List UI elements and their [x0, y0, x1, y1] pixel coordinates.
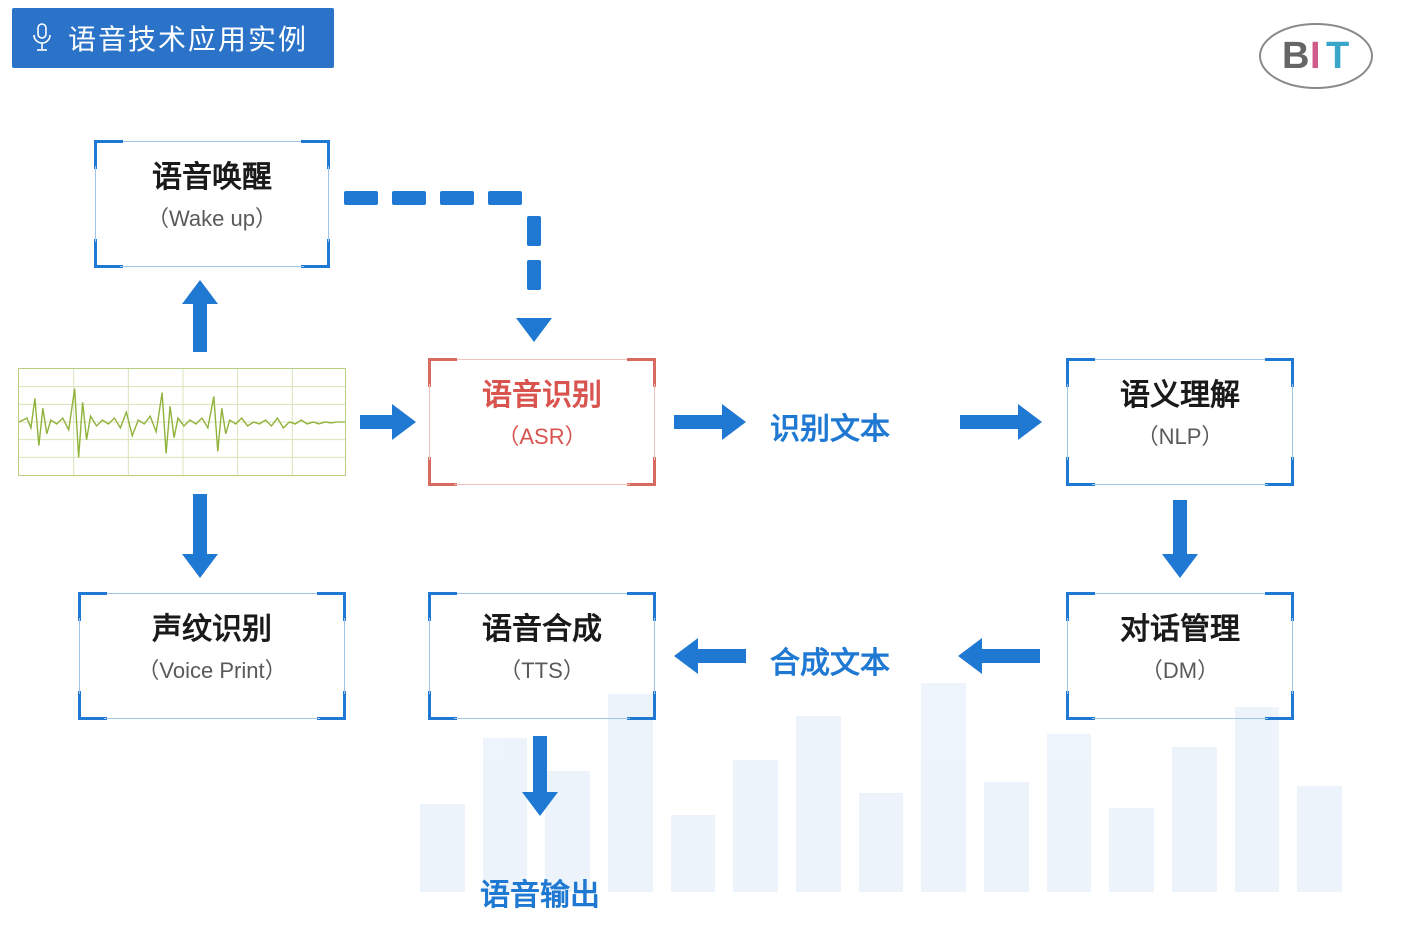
- node-tts: 语音合成 （TTS）: [428, 592, 656, 720]
- node-dm-title: 对话管理: [1090, 610, 1270, 649]
- label-recognized_text: 识别文本: [770, 404, 890, 448]
- node-tts-title: 语音合成: [452, 610, 632, 649]
- node-nlp-sub: （NLP）: [1090, 419, 1270, 451]
- arrow-wave_to_voiceprint: [182, 494, 218, 576]
- node-voiceprint-title: 声纹识别: [102, 610, 322, 649]
- node-voiceprint-sub: （Voice Print）: [102, 653, 322, 685]
- arrow-text_to_nlp: [960, 404, 1040, 440]
- arrow-wave_to_wakeup: [182, 282, 218, 352]
- svg-text:B: B: [1282, 35, 1309, 77]
- arrow-nlp_to_dm: [1162, 500, 1198, 576]
- page-title-badge: 语音技术应用实例: [12, 8, 334, 68]
- microphone-icon: [30, 23, 54, 53]
- bit-logo: B I T: [1256, 20, 1376, 92]
- node-tts-sub: （TTS）: [452, 653, 632, 685]
- node-wakeup-title: 语音唤醒: [118, 158, 306, 197]
- node-voiceprint: 声纹识别 （Voice Print）: [78, 592, 346, 720]
- node-dm: 对话管理 （DM）: [1066, 592, 1294, 720]
- page-title: 语音技术应用实例: [68, 24, 308, 55]
- node-wakeup-sub: （Wake up）: [118, 201, 306, 233]
- node-asr-title: 语音识别: [452, 376, 632, 415]
- node-nlp: 语义理解 （NLP）: [1066, 358, 1294, 486]
- label-voice_output: 语音输出: [480, 870, 600, 914]
- node-wakeup: 语音唤醒 （Wake up）: [94, 140, 330, 268]
- arrow-wave_to_asr: [360, 404, 414, 440]
- audio-waveform: [18, 368, 346, 476]
- arrow-asr_to_text: [674, 404, 744, 440]
- svg-text:T: T: [1326, 35, 1349, 77]
- node-asr: 语音识别 （ASR）: [428, 358, 656, 486]
- arrow-dm_to_synthtext: [960, 638, 1040, 674]
- arrow-synthtext_to_tts: [676, 638, 746, 674]
- svg-text:I: I: [1310, 35, 1321, 77]
- label-synth_text: 合成文本: [770, 638, 890, 682]
- node-asr-sub: （ASR）: [452, 419, 632, 451]
- node-dm-sub: （DM）: [1090, 653, 1270, 685]
- arrow-tts_to_output: [522, 736, 558, 814]
- node-nlp-title: 语义理解: [1090, 376, 1270, 415]
